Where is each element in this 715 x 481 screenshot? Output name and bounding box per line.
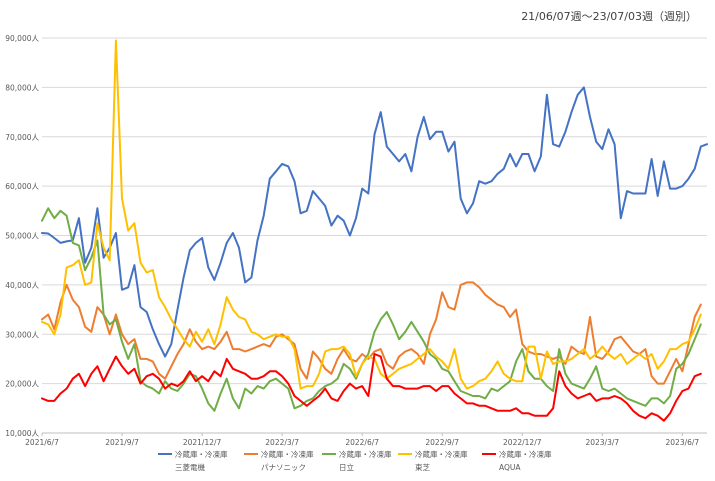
x-tick-label: 2021/12/7 (183, 438, 222, 447)
series-line-4 (41, 39, 702, 390)
x-tick-label: 2022/12/7 (503, 438, 542, 447)
y-tick-label: 20,000人 (5, 380, 39, 389)
y-tick-label: 80,000人 (5, 83, 39, 92)
legend-brand: パナソニック (261, 463, 306, 472)
legend: 冷蔵庫・冷凍庫三菱電機冷蔵庫・冷凍庫パナソニック冷蔵庫・冷凍庫日立冷蔵庫・冷凍庫… (158, 449, 552, 472)
series-layer (41, 39, 708, 422)
y-tick-label: 90,000人 (5, 34, 39, 43)
chart-subtitle: 21/06/07週〜23/07/03週（週別） (521, 10, 697, 23)
series-line-3 (41, 207, 702, 412)
y-tick-label: 60,000人 (5, 182, 39, 191)
x-tick-label: 2023/3/7 (585, 438, 619, 447)
series-line-2 (41, 281, 702, 385)
legend-item-5: 冷蔵庫・冷凍庫 AQUA (482, 449, 552, 472)
grid-layer (42, 37, 707, 434)
legend-label: 冷蔵庫・冷凍庫 (175, 449, 228, 459)
series-line-1 (41, 86, 708, 358)
legend-label: 冷蔵庫・冷凍庫 (415, 449, 468, 459)
x-tick-label: 2022/6/7 (345, 438, 379, 447)
legend-brand: AQUA (499, 463, 521, 472)
x-tick-label: 2022/9/7 (425, 438, 459, 447)
legend-label: 冷蔵庫・冷凍庫 (499, 449, 552, 459)
y-tick-label: 30,000人 (5, 330, 39, 339)
legend-label: 冷蔵庫・冷凍庫 (261, 449, 314, 459)
legend-brand: 東芝 (415, 462, 430, 472)
y-tick-label: 10,000人 (5, 429, 39, 438)
legend-brand: 三菱電機 (175, 462, 205, 472)
series-line-5 (41, 353, 702, 422)
x-tick-label: 2021/6/7 (25, 438, 59, 447)
x-tick-label: 2022/3/7 (265, 438, 299, 447)
y-tick-label: 50,000人 (5, 232, 39, 241)
x-tick-label: 2023/6/7 (666, 438, 700, 447)
legend-brand: 日立 (339, 462, 354, 472)
y-tick-label: 70,000人 (5, 133, 39, 142)
legend-label: 冷蔵庫・冷凍庫 (339, 449, 392, 459)
x-tick-label: 2021/9/7 (105, 438, 139, 447)
axis-layer: 10,000人 20,000人 30,000人 40,000人 50,000人 60,00… (5, 34, 699, 447)
y-tick-label: 40,000人 (5, 281, 39, 290)
